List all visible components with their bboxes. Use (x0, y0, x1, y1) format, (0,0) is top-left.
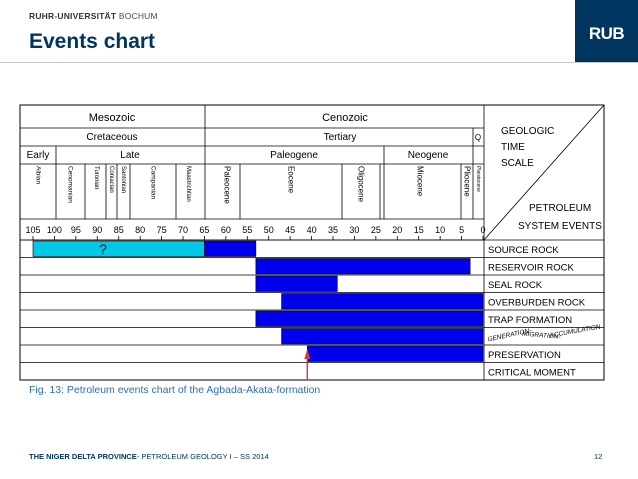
header-divider (0, 62, 638, 63)
scale-tick-label: 30 (349, 225, 359, 235)
period-quaternary: Q (475, 133, 481, 142)
scale-tick-label: 95 (71, 225, 81, 235)
scale-tick-label: 80 (135, 225, 145, 235)
stage-label: Maastrichtian (185, 166, 191, 202)
stage-label: Santonian (120, 166, 126, 193)
scale-tick-label: 50 (264, 225, 274, 235)
event-label: SEAL ROCK (488, 280, 543, 291)
scale-tick-label: 70 (178, 225, 188, 235)
event-bar (32, 240, 205, 257)
scale-tick-label: 10 (435, 225, 445, 235)
scale-tick-label: 85 (114, 225, 124, 235)
corner-label-bottom: PETROLEUM (529, 203, 591, 214)
scale-tick-label: 105 (25, 225, 40, 235)
footer-title-bold: THE NIGER DELTA PROVINCE (29, 452, 137, 461)
stage-label: Paleocene (223, 166, 232, 204)
corner-label-top: SCALE (501, 158, 534, 169)
stage-label: Oligocene (357, 166, 366, 203)
scale-tick-label: 35 (328, 225, 338, 235)
stage-label: Turonian (93, 166, 99, 189)
scale-tick-label: 90 (92, 225, 102, 235)
scale-tick-label: 40 (307, 225, 317, 235)
logo-text: RUB (588, 24, 625, 43)
event-label: PRESERVATION (488, 350, 561, 361)
footer-title-rest: - PETROLEUM GEOLOGY I – SS 2014 (136, 452, 269, 461)
scale-tick-label: 5 (459, 225, 464, 235)
event-label: TRAP FORMATION (488, 315, 572, 326)
event-bar (281, 293, 484, 310)
footer-title: THE NIGER DELTA PROVINCE- PETROLEUM GEOL… (29, 452, 269, 461)
event-label: RESERVOIR ROCK (488, 263, 575, 274)
epoch-early: Early (27, 150, 50, 161)
university-name: RUHR-UNIVERSITÄT BOCHUM (29, 11, 158, 21)
event-bar (255, 258, 471, 275)
event-bar (306, 345, 484, 362)
university-name-rest: BOCHUM (118, 11, 158, 21)
figure-caption: Fig. 13: Petroleum events chart of the A… (29, 384, 321, 396)
scale-tick-label: 75 (157, 225, 167, 235)
stage-label: Pleistocene (475, 166, 481, 192)
stage-label: Eocene (287, 166, 296, 194)
chart-frame (19, 104, 605, 381)
gma-migration: MIGRATION- (522, 331, 562, 341)
corner-label-bottom: SYSTEM EVENTS (518, 221, 602, 232)
university-name-bold: RUHR-UNIVERSITÄT (29, 11, 117, 21)
event-label: SOURCE ROCK (488, 245, 559, 256)
epoch-neogene: Neogene (408, 150, 449, 161)
scale-tick-label: 65 (199, 225, 209, 235)
events-chart: Mesozoic Cenozoic Cretaceous Tertiary Q Early… (19, 104, 605, 381)
event-label: OVERBURDEN ROCK (488, 298, 586, 309)
uncertainty-mark: ? (99, 241, 107, 257)
period-cretaceous: Cretaceous (86, 132, 137, 143)
stage-label: Campanian (150, 166, 157, 200)
rub-logo: RUB (575, 0, 638, 62)
page-number: 12 (594, 452, 603, 461)
epoch-paleogene: Paleogene (270, 150, 318, 161)
stage-label: Pliocene (463, 166, 472, 197)
scale-tick-label: 15 (414, 225, 424, 235)
scale-tick-label: 100 (47, 225, 62, 235)
stage-label: Albian (35, 166, 42, 184)
scale-tick-label: 55 (242, 225, 252, 235)
scale-tick-label: 25 (371, 225, 381, 235)
stage-label: Coniacian (108, 166, 114, 193)
page-title: Events chart (29, 30, 156, 53)
epoch-late: Late (120, 150, 140, 161)
period-tertiary: Tertiary (324, 132, 357, 143)
event-bar (204, 240, 257, 257)
scale-tick-label: 0 (480, 225, 485, 235)
scale-tick-label: 45 (285, 225, 295, 235)
critical-moment-arrow-head (304, 349, 311, 359)
stage-label: Cenomanian (67, 166, 74, 203)
corner-label-top: GEOLOGIC (501, 126, 554, 137)
scale-tick-label: 60 (221, 225, 231, 235)
corner-label-top: TIME (501, 142, 525, 153)
event-label: CRITICAL MOMENT (488, 368, 576, 379)
event-bar (281, 328, 484, 345)
event-bar (255, 275, 338, 292)
stage-label: Miocene (416, 166, 425, 197)
scale-tick-label: 20 (392, 225, 402, 235)
era-mesozoic: Mesozoic (89, 112, 136, 124)
corner-diagonal (483, 104, 605, 241)
era-cenozoic: Cenozoic (322, 112, 368, 124)
event-bar (255, 310, 484, 327)
